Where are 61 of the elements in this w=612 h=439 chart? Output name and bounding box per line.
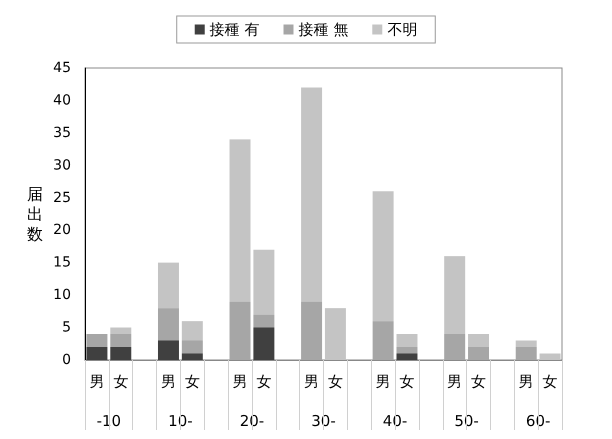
y-tick-label: 0 — [62, 352, 71, 368]
bar — [253, 250, 274, 315]
legend-label: 不明 — [387, 20, 418, 38]
bar — [301, 302, 322, 360]
x-tick-label: 男 — [518, 372, 534, 390]
bar — [86, 334, 108, 348]
x-tick-label: 女 — [399, 372, 414, 390]
x-tick-label: 男 — [447, 372, 462, 390]
bar — [444, 256, 466, 334]
bar — [110, 347, 132, 360]
y-tick-label: 25 — [53, 190, 71, 206]
text: 40- — [382, 412, 408, 430]
bar — [158, 340, 179, 360]
legend-label: 接種 無 — [298, 20, 348, 38]
x-tick-label: 男 — [160, 372, 176, 390]
y-tick-label: 30 — [53, 157, 71, 174]
bar — [372, 321, 394, 360]
x-tick-label: 女 — [471, 372, 486, 390]
y-tick-label: 5 — [62, 320, 71, 336]
x-tick-label: 男 — [232, 372, 248, 390]
bar — [516, 347, 537, 360]
x-tick-label: 男 — [89, 372, 104, 390]
bar — [253, 314, 274, 328]
bar — [158, 308, 179, 341]
bar — [396, 347, 418, 354]
bar — [182, 354, 203, 360]
bar — [158, 262, 179, 308]
legend-label: 接種 有 — [210, 20, 260, 38]
bar — [230, 302, 251, 360]
y-tick-label: 10 — [53, 287, 71, 304]
bar — [468, 347, 490, 360]
bar — [396, 334, 418, 348]
bar — [110, 328, 132, 334]
bar — [110, 334, 132, 348]
bar — [182, 321, 203, 341]
bar — [540, 354, 561, 360]
y-axis-title: 届出数 — [27, 184, 43, 244]
bar — [182, 340, 203, 354]
bar — [301, 87, 322, 302]
bar — [468, 334, 490, 348]
x-tick-label: 女 — [328, 372, 343, 390]
bar — [86, 347, 108, 360]
y-tick-label: 45 — [53, 60, 71, 76]
x-tick-label: 男 — [304, 372, 320, 390]
x-tick-label: 男 — [376, 372, 391, 390]
x-tick-label: 女 — [256, 372, 272, 390]
y-tick-label: 20 — [53, 222, 71, 238]
y-tick-label: 15 — [53, 254, 71, 271]
x-tick-label: 女 — [542, 372, 558, 390]
bar — [444, 334, 466, 360]
bar — [372, 191, 394, 322]
x-tick-label: 女 — [184, 372, 200, 390]
bar — [230, 139, 251, 302]
y-tick-label: 40 — [53, 92, 71, 108]
y-tick-label: 35 — [53, 124, 71, 141]
x-tick-label: 女 — [113, 372, 128, 390]
bar — [253, 328, 274, 360]
bar — [324, 308, 346, 360]
text: -10 — [96, 412, 122, 430]
bar — [516, 340, 537, 348]
bar — [396, 354, 418, 360]
